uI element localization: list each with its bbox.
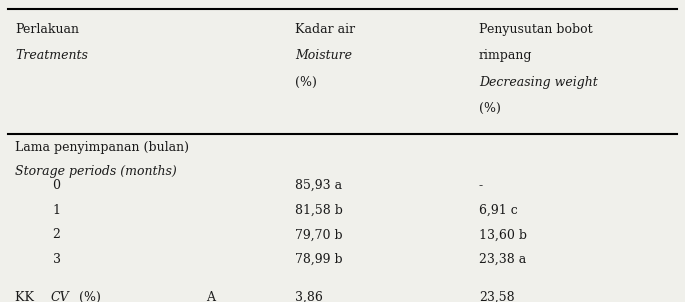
Text: Storage periods (months): Storage periods (months)	[15, 165, 177, 178]
Text: 6,91 c: 6,91 c	[479, 204, 518, 217]
Text: A: A	[206, 291, 215, 302]
Text: 2: 2	[53, 229, 60, 242]
Text: 23,58: 23,58	[479, 291, 514, 302]
Text: Moisture: Moisture	[295, 49, 351, 62]
Text: 78,99 b: 78,99 b	[295, 253, 342, 266]
Text: KK: KK	[15, 291, 38, 302]
Text: -: -	[479, 179, 483, 192]
Text: (%): (%)	[479, 102, 501, 115]
Text: 0: 0	[53, 179, 60, 192]
Text: Penyusutan bobot: Penyusutan bobot	[479, 23, 593, 36]
Text: 85,93 a: 85,93 a	[295, 179, 342, 192]
Text: Treatments: Treatments	[15, 49, 88, 62]
Text: Decreasing weight: Decreasing weight	[479, 76, 598, 89]
Text: 79,70 b: 79,70 b	[295, 229, 342, 242]
Text: (%): (%)	[75, 291, 101, 302]
Text: 23,38 a: 23,38 a	[479, 253, 526, 266]
Text: 3: 3	[53, 253, 60, 266]
Text: 81,58 b: 81,58 b	[295, 204, 342, 217]
Text: 1: 1	[53, 204, 60, 217]
Text: CV: CV	[51, 291, 69, 302]
Text: Kadar air: Kadar air	[295, 23, 355, 36]
Text: Lama penyimpanan (bulan): Lama penyimpanan (bulan)	[15, 141, 189, 154]
Text: rimpang: rimpang	[479, 49, 532, 62]
Text: 13,60 b: 13,60 b	[479, 229, 527, 242]
Text: 3,86: 3,86	[295, 291, 323, 302]
Text: Perlakuan: Perlakuan	[15, 23, 79, 36]
Text: (%): (%)	[295, 76, 316, 89]
